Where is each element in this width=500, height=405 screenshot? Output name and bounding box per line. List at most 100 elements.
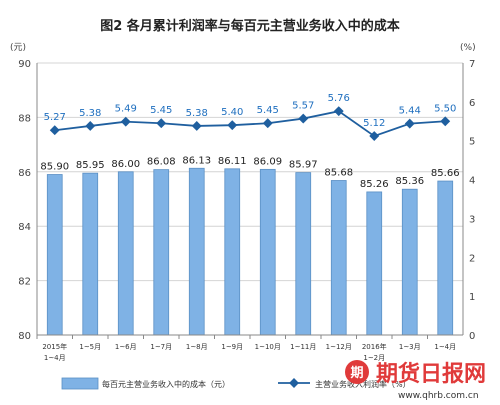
line-point — [156, 118, 167, 129]
left-axis-unit: (元) — [10, 43, 26, 53]
x-tick-label-line: 1~11月 — [290, 343, 316, 351]
legend-bar-swatch — [61, 377, 99, 390]
x-tick-label-line: 1~5月 — [79, 343, 101, 351]
line-point — [227, 120, 238, 131]
bar-value-label: 85.26 — [360, 179, 389, 190]
axes: 80 82 84 86 88 90 0 1 2 3 4 5 6 7 2015年 1~4月 1~5月 1~6月 1~7… — [18, 59, 475, 362]
x-tick-label: 1~11月 — [290, 343, 316, 351]
x-tick-label-line: 1~3月 — [399, 343, 421, 351]
chart-title: 图2 各月累计利润率与每百元主营业务收入中的成本 — [100, 18, 400, 34]
line-point — [404, 118, 415, 129]
legend-line-label: 主营业务收入利润率（%） — [315, 379, 411, 389]
bar — [46, 174, 63, 336]
bar-value-label: 86.11 — [218, 156, 247, 167]
bar — [366, 191, 383, 336]
line-point — [298, 113, 309, 124]
bar-value-label: 86.08 — [147, 157, 176, 168]
legend-line-marker — [289, 378, 299, 388]
line-value-label: 5.38 — [186, 108, 208, 119]
bar-value-label: 85.36 — [395, 176, 424, 187]
line-value-label: 5.40 — [221, 107, 243, 118]
bar-value-label: 86.00 — [111, 159, 140, 170]
left-tick-label: 82 — [18, 277, 31, 288]
bar-value-label: 85.68 — [324, 168, 353, 179]
right-tick-label: 2 — [469, 253, 475, 264]
x-tick-label: 1~5月 — [79, 343, 101, 351]
right-tick-label: 1 — [469, 292, 475, 303]
line-path — [54, 110, 446, 138]
right-tick-label: 6 — [469, 98, 475, 109]
line-point — [191, 120, 202, 131]
x-tick-label: 1~8月 — [186, 343, 208, 351]
bar — [188, 167, 205, 336]
right-tick-label: 5 — [469, 137, 475, 148]
bar-value-label: 86.13 — [182, 155, 211, 166]
x-tick-label: 1~10月 — [255, 343, 281, 351]
x-tick-label-line: 1~12月 — [326, 343, 352, 351]
bar-value-label: 85.95 — [76, 160, 105, 171]
right-tick-label: 0 — [469, 331, 475, 342]
x-tick-label: 1~3月 — [399, 343, 421, 351]
bar — [117, 171, 134, 336]
watermark-text: 期货日报网 — [376, 361, 486, 387]
x-tick-label: 1~7月 — [150, 343, 172, 351]
x-tick-label: 1~4月 — [434, 343, 456, 351]
bar-value-label: 85.66 — [431, 168, 460, 179]
x-tick-label-line: 1~7月 — [150, 343, 172, 351]
watermark-icon-glyph: 期 — [350, 366, 363, 381]
right-tick-label: 3 — [469, 214, 475, 225]
left-tick-label: 86 — [18, 168, 31, 179]
line-point — [85, 120, 96, 131]
left-tick-label: 84 — [18, 222, 31, 233]
bar — [437, 180, 454, 336]
x-tick-label-line: 1~4月 — [44, 354, 66, 362]
bar — [224, 168, 241, 336]
line-point — [262, 118, 273, 129]
line-value-label: 5.45 — [257, 105, 279, 116]
bar — [153, 169, 170, 336]
x-tick-label: 1~9月 — [221, 343, 243, 351]
line-value-label: 5.45 — [150, 105, 172, 116]
bar-value-label: 85.90 — [40, 162, 69, 173]
legend: 每百元主营业务收入中的成本（元） 主营业务收入利润率（%） — [61, 377, 411, 390]
line-point — [49, 125, 60, 136]
gridlines — [37, 62, 463, 336]
bar — [330, 180, 347, 336]
legend-bar-label: 每百元主营业务收入中的成本（元） — [102, 379, 230, 389]
x-tick-label-line: 1~4月 — [434, 343, 456, 351]
left-tick-label: 90 — [18, 59, 31, 70]
x-tick-label-line: 1~8月 — [186, 343, 208, 351]
line-value-label: 5.50 — [434, 103, 456, 114]
watermark-url: www.qhrb.com.cn — [398, 391, 479, 401]
bar-series — [46, 167, 454, 336]
right-axis-unit: (%) — [460, 43, 476, 53]
right-tick-label: 7 — [469, 59, 475, 70]
data-labels: 85.90 85.95 86.00 86.08 86.13 86.11 86.09 85.97… — [40, 93, 459, 190]
left-tick-label: 88 — [18, 113, 31, 124]
x-tick-label: 2016年 1~2月 — [362, 342, 387, 362]
bar — [259, 168, 276, 336]
bar — [82, 172, 99, 336]
line-value-label: 5.49 — [115, 104, 137, 115]
x-tick-label: 1~6月 — [115, 343, 137, 351]
watermark-logo: 期 期货日报网 www.qhrb.com.cn — [345, 360, 486, 401]
line-point — [120, 116, 131, 127]
line-value-label: 5.57 — [292, 101, 314, 112]
line-value-label: 5.44 — [399, 106, 421, 117]
bar-value-label: 85.97 — [289, 160, 318, 171]
watermark-icon — [345, 360, 369, 384]
line-series — [49, 106, 451, 142]
x-tick-label-line: 1~6月 — [115, 343, 137, 351]
line-value-label: 5.38 — [79, 108, 101, 119]
x-tick-label: 1~12月 — [326, 343, 352, 351]
x-tick-label: 2015年 1~4月 — [42, 342, 67, 362]
left-tick-label: 80 — [18, 331, 31, 342]
x-tick-label-line: 1~10月 — [255, 343, 281, 351]
bar — [295, 172, 312, 336]
line-point — [369, 131, 380, 142]
bar — [401, 188, 418, 336]
bar-value-label: 86.09 — [253, 156, 282, 167]
x-tick-label-line: 1~9月 — [221, 343, 243, 351]
right-tick-label: 4 — [469, 176, 475, 187]
